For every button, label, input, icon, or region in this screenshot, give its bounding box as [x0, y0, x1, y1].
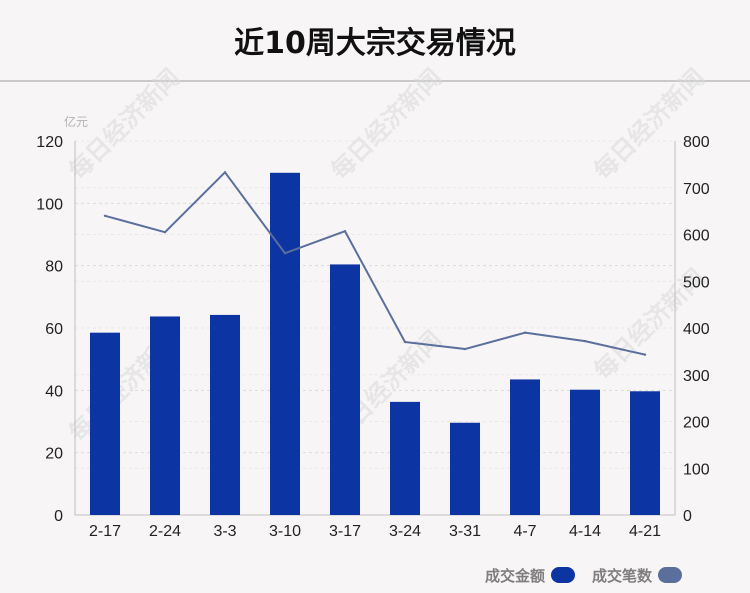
- x-tick-label: 4-21: [629, 523, 661, 540]
- line-point-2-17: [103, 214, 107, 217]
- bar-3-3: [210, 314, 240, 515]
- x-tick-label: 4-14: [569, 523, 601, 540]
- x-tick-label: 3-24: [389, 523, 421, 540]
- line-point-4-14: [583, 339, 587, 343]
- watermark-text: 每日经济新闻: [588, 63, 710, 185]
- right-tick-label: 700: [683, 181, 710, 198]
- line-series: [103, 171, 647, 356]
- right-tick-label: 400: [683, 321, 710, 338]
- watermark-text: 每日经济新闻: [325, 63, 447, 185]
- x-axis-ticks: 2-17 2-24 3-3 3-10 3-17 3-24 3-31 4-7 4-14 4-21: [89, 523, 661, 540]
- legend-swatch-count: [658, 567, 683, 583]
- bar-series: [90, 172, 660, 516]
- right-tick-label: 600: [683, 228, 710, 245]
- line-point-4-7: [523, 331, 527, 334]
- x-tick-label: 3-31: [449, 523, 481, 540]
- right-tick-label: 200: [683, 415, 710, 432]
- x-tick-label: 3-10: [269, 523, 301, 540]
- legend-label-amount: 成交金额: [485, 566, 546, 585]
- line-point-3-31: [463, 347, 467, 351]
- bar-3-24: [390, 401, 420, 515]
- x-tick-label: 2-24: [149, 523, 181, 540]
- bar-4-21: [630, 391, 660, 515]
- watermark-text: 每日经济新闻: [63, 63, 185, 185]
- line-point-3-3: [223, 171, 227, 174]
- right-axis-ticks: 0 100 200 300 400 500 600 700 800: [683, 134, 710, 525]
- left-tick-label: 120: [36, 134, 63, 151]
- x-tick-label: 3-3: [213, 523, 236, 540]
- left-tick-label: 0: [54, 508, 63, 525]
- x-tick-label: 2-17: [89, 523, 121, 540]
- bar-4-7: [510, 379, 540, 515]
- legend-item-amount: 成交金额: [485, 564, 576, 586]
- right-tick-label: 0: [683, 508, 692, 525]
- right-tick-label: 100: [683, 461, 710, 478]
- x-tick-label: 4-7: [513, 523, 536, 540]
- line-trades-count: [104, 171, 646, 356]
- line-point-3-17: [343, 230, 347, 233]
- right-tick-label: 500: [683, 274, 710, 291]
- title-divider: [0, 80, 750, 82]
- legend-label-count: 成交笔数: [592, 566, 653, 585]
- line-point-2-24: [163, 230, 167, 234]
- right-tick-label: 300: [683, 368, 710, 385]
- left-tick-label: 80: [45, 259, 63, 276]
- line-point-3-24: [403, 340, 407, 344]
- bar-3-10: [270, 172, 300, 516]
- left-tick-label: 20: [45, 446, 63, 463]
- bar-2-17: [90, 332, 120, 515]
- left-tick-label: 60: [45, 321, 63, 338]
- left-axis-ticks: 0 20 40 60 80 100 120: [36, 134, 63, 525]
- line-point-4-21: [643, 353, 647, 356]
- bar-2-24: [150, 316, 180, 515]
- bar-3-31: [450, 422, 480, 515]
- right-tick-label: 800: [683, 134, 710, 151]
- bar-3-17: [330, 264, 360, 515]
- legend-item-count: 成交笔数: [592, 564, 683, 586]
- line-point-3-10: [283, 252, 287, 255]
- left-tick-label: 40: [45, 383, 63, 400]
- left-axis-unit-label: 亿元: [64, 115, 89, 129]
- bar-4-14: [570, 389, 600, 515]
- legend-swatch-amount: [551, 567, 576, 583]
- grid-lines: [75, 140, 675, 469]
- chart-title: 近10周大宗交易情况: [234, 26, 516, 61]
- left-tick-label: 100: [36, 196, 63, 213]
- x-tick-label: 3-17: [329, 523, 361, 540]
